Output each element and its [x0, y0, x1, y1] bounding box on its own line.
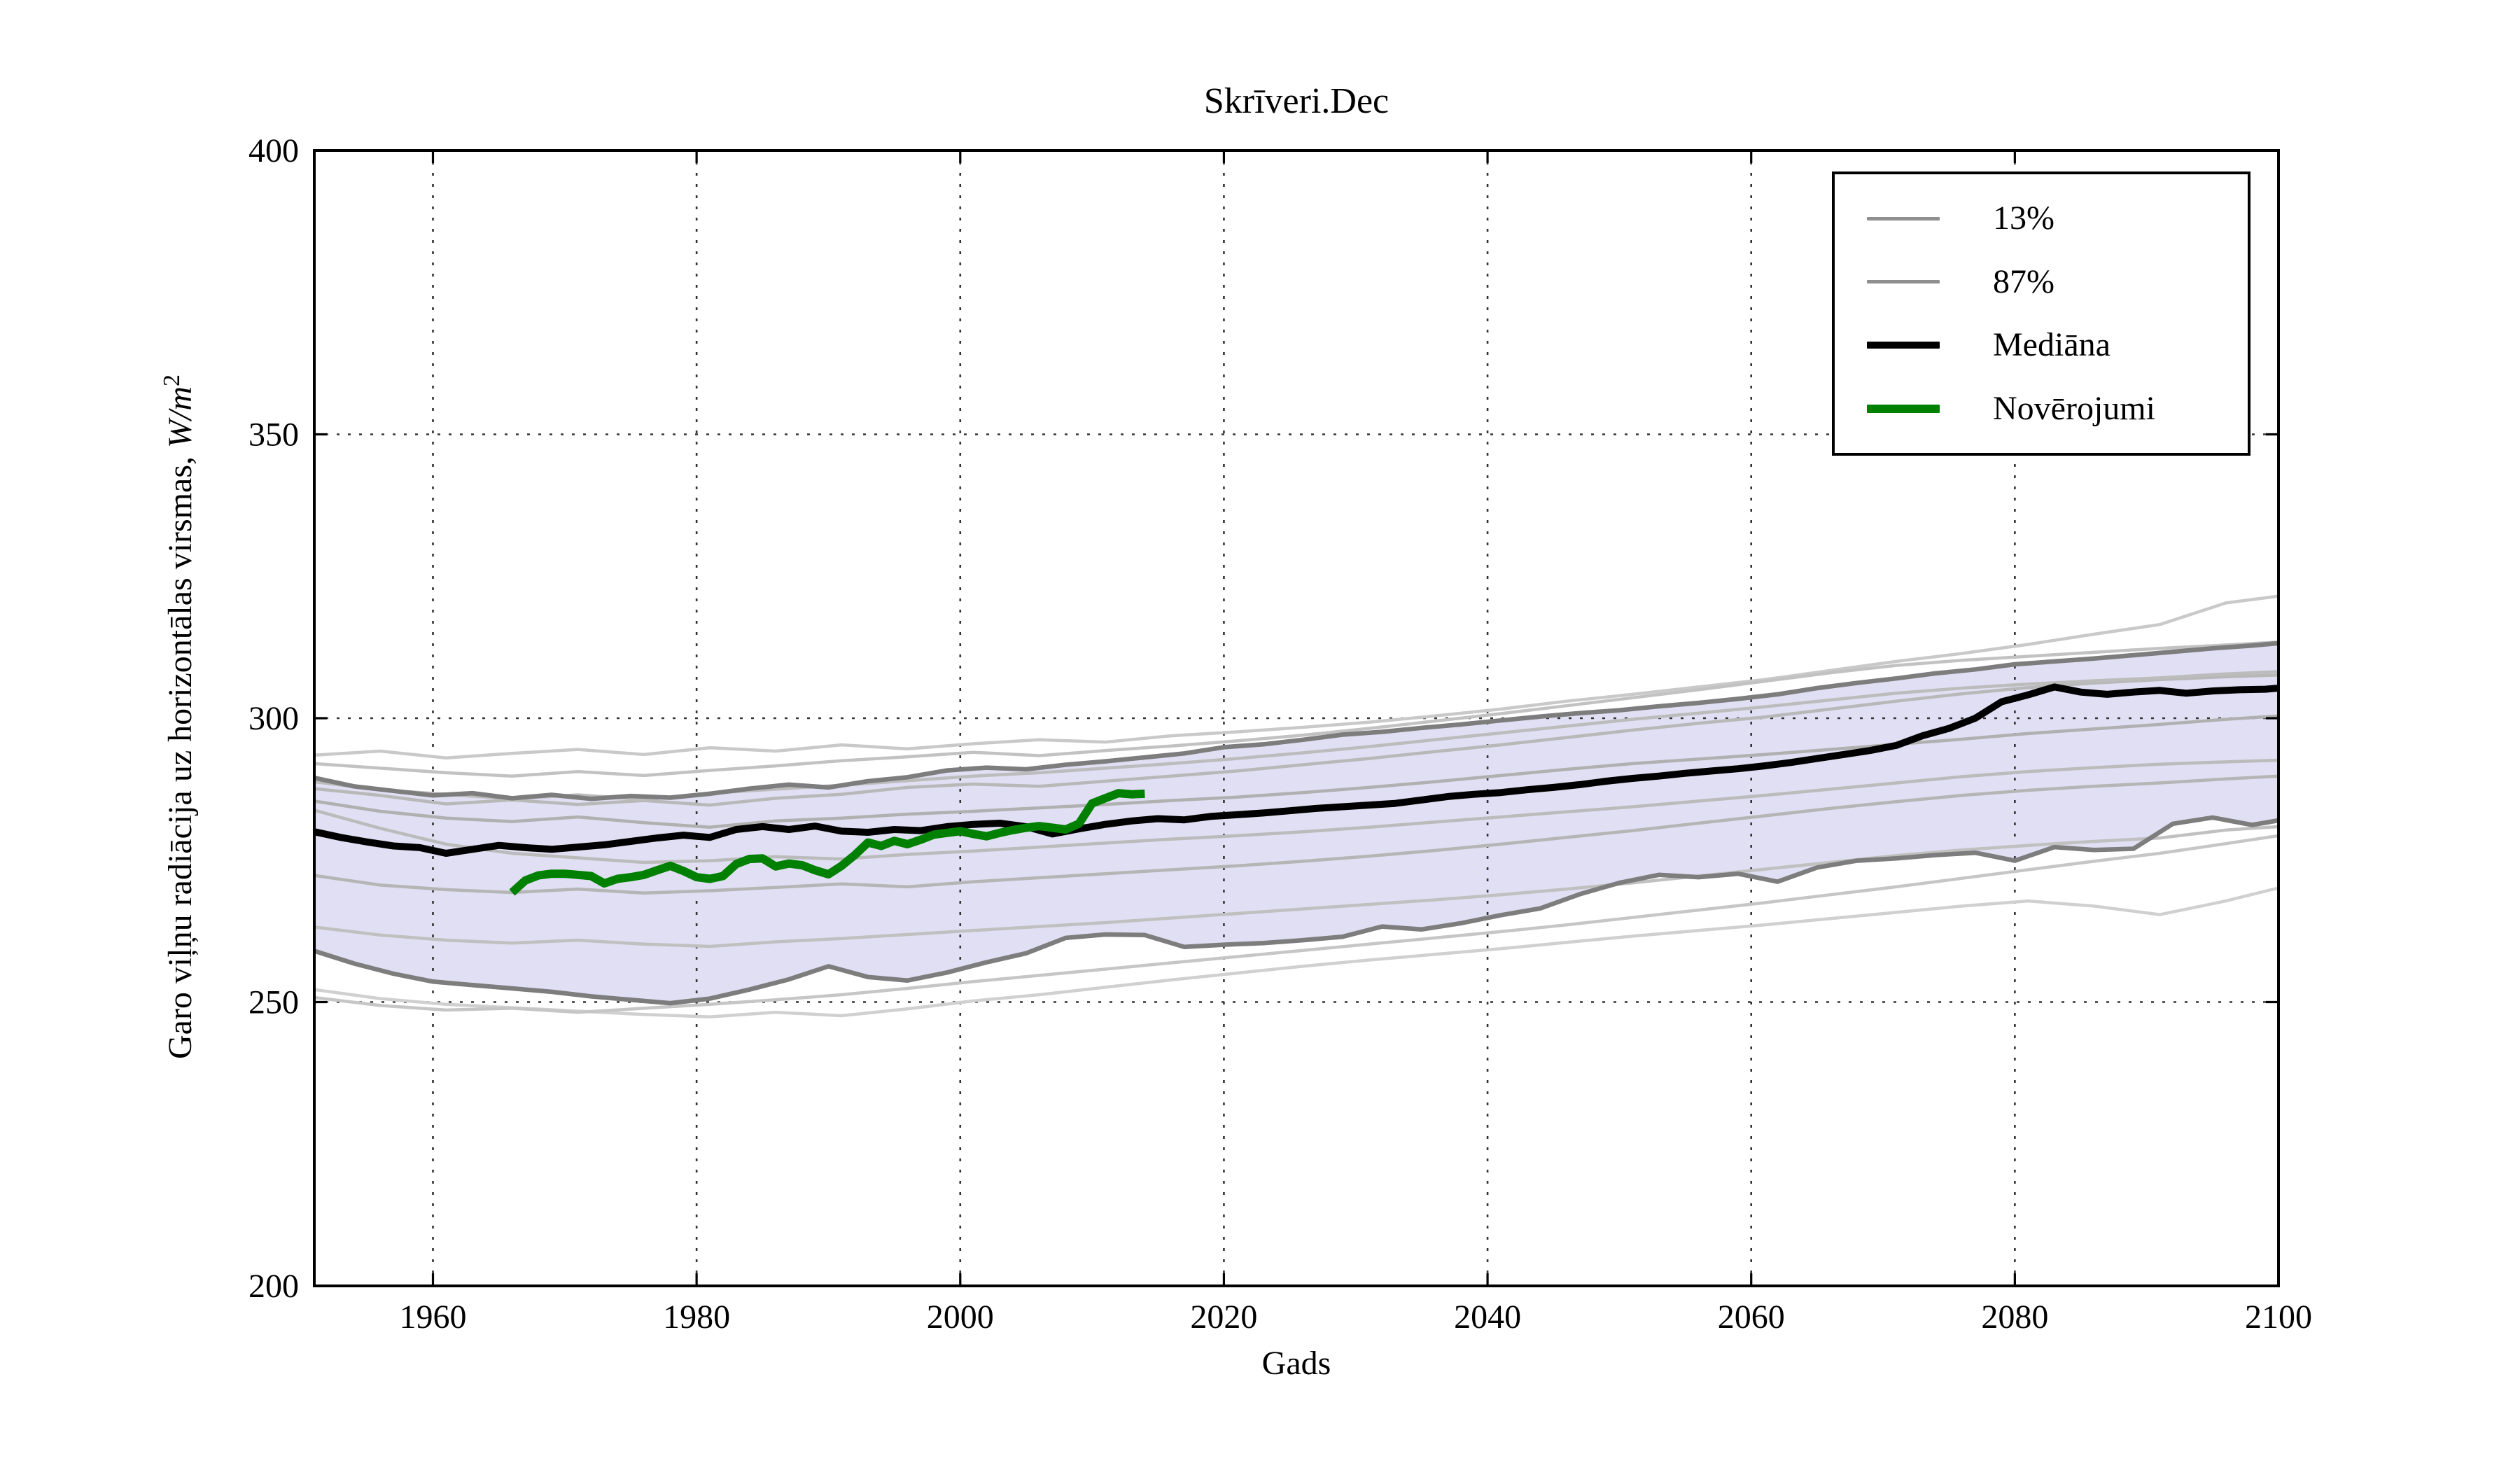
- y-tick-label: 250: [248, 984, 299, 1021]
- y-axis-label: Garo viļņu radiācija uz horizontālas vir…: [159, 150, 209, 1284]
- legend-box: 13% 87% Mediāna Novērojumi: [1832, 172, 2250, 456]
- percentile-band-fill: [314, 643, 2278, 1004]
- legend-label-mediana: Mediāna: [1993, 326, 2110, 364]
- y-axis-label-text: Garo viļņu radiācija uz horizontālas vir…: [162, 447, 199, 1060]
- series-line-run-4: [314, 670, 2279, 802]
- series-line-noverojumi: [509, 789, 1145, 896]
- legend-swatch-mediana-line: [1867, 342, 1940, 349]
- series-line-run-5: [314, 714, 2279, 829]
- x-tick-label: 1960: [399, 1298, 466, 1336]
- series-line-run-8: [314, 825, 2279, 948]
- legend-item-noverojumi: Novērojumi: [1867, 389, 2248, 427]
- x-tick-label: 2100: [2245, 1298, 2312, 1336]
- series-line-run-1: [314, 594, 2279, 760]
- x-tick-label: 1980: [663, 1298, 730, 1336]
- legend-item-p13: 13%: [1867, 202, 2248, 235]
- y-axis-unit-exponent: 2: [159, 374, 185, 386]
- series-line-p13: [314, 815, 2279, 1006]
- legend-swatch-p13-line: [1867, 216, 1940, 220]
- series-line-run-2: [314, 640, 2279, 778]
- y-axis-unit: W/m: [162, 386, 199, 448]
- chart-title: Skrīveri.Dec: [1203, 81, 1390, 121]
- series-line-mediana: [313, 683, 2279, 857]
- x-tick-label: 2080: [1981, 1298, 2048, 1336]
- y-tick-label: 200: [248, 1268, 299, 1305]
- legend-swatch-p87-line: [1867, 280, 1940, 284]
- legend-label-p13: 13%: [1993, 200, 2054, 237]
- series-line-run-7: [314, 774, 2279, 895]
- legend-swatch-noverojumi-line: [1867, 404, 1940, 413]
- legend-item-p87: 87%: [1867, 265, 2248, 299]
- x-tick-label: 2020: [1190, 1298, 1257, 1336]
- series-line-run-9: [314, 886, 2279, 1018]
- x-tick-label: 2000: [927, 1298, 994, 1336]
- y-tick-label: 400: [248, 132, 299, 169]
- series-line-run-6: [314, 758, 2279, 864]
- x-tick-label: 2060: [1718, 1298, 1785, 1336]
- series-line-run-10: [314, 834, 2279, 1014]
- series-line-p87: [314, 640, 2279, 802]
- y-tick-label: 300: [248, 700, 299, 737]
- legend-item-mediana: Mediāna: [1867, 328, 2248, 362]
- y-tick-label: 350: [248, 416, 299, 454]
- legend-label-p87: 87%: [1993, 262, 2054, 300]
- x-axis-label: Gads: [1261, 1345, 1331, 1382]
- legend-label-noverojumi: Novērojumi: [1993, 389, 2155, 427]
- x-tick-label: 2040: [1454, 1298, 1521, 1336]
